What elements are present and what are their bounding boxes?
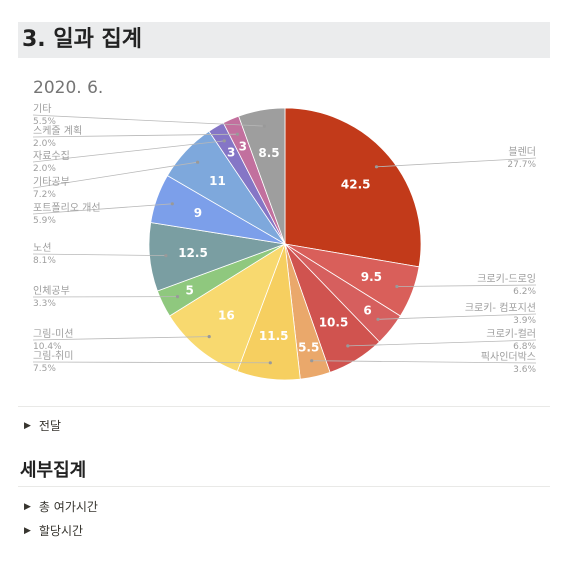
slice-value-label: 6 <box>363 304 371 318</box>
leader-dot <box>374 165 379 169</box>
toggle-total-leisure[interactable]: ▶ 총 여가시간 <box>24 498 98 515</box>
slice-value-label: 11 <box>209 174 226 188</box>
toggle-label: 전달 <box>38 419 62 433</box>
leader-dot <box>310 359 314 363</box>
leader-line <box>396 284 537 287</box>
slice-value-label: 12.5 <box>178 246 208 260</box>
slice-percent-label: 7.2% <box>33 190 56 200</box>
slice-value-label: 10.5 <box>319 316 349 330</box>
slice-category-label: 그림-취미 <box>33 350 73 362</box>
toggle-label: 할당시간 <box>38 524 84 538</box>
leader-dot <box>346 344 350 348</box>
leader-line <box>377 313 537 320</box>
triangle-right-icon[interactable]: ▶ <box>24 525 31 536</box>
section-heading: 3. 일과 집계 <box>18 22 550 58</box>
slice-percent-label: 8.1% <box>33 256 56 266</box>
slice-value-label: 9.5 <box>361 270 382 284</box>
leader-dot <box>262 124 266 128</box>
chart-title: 2020. 6. <box>33 78 104 98</box>
leader-line <box>32 161 198 189</box>
slice-category-label: 스케줄 계획 <box>33 125 82 137</box>
slice-percent-label: 5.5% <box>33 117 56 127</box>
slice-category-label: 그림-미션 <box>33 328 73 340</box>
toggle-transfer[interactable]: ▶ 전달 <box>24 417 61 434</box>
slice-value-label: 5.5 <box>298 340 319 354</box>
slice-category-label: 인체공부 <box>33 285 70 297</box>
leader-line <box>32 140 225 163</box>
slice-category-label: 크로키-드로잉 <box>477 273 536 285</box>
leader-dot <box>175 295 180 299</box>
leader-line <box>32 361 271 364</box>
slice-category-label: 노션 <box>33 242 51 254</box>
leader-line <box>32 336 210 341</box>
sub-heading: 세부집계 <box>20 460 87 481</box>
slice-value-label: 11.5 <box>259 329 289 343</box>
divider <box>18 486 550 487</box>
slice-percent-label: 27.7% <box>507 160 536 170</box>
leader-dot <box>235 132 239 136</box>
pie-slice <box>238 107 286 245</box>
slice-value-label: 8.5 <box>258 146 279 160</box>
leader-line <box>32 133 238 138</box>
leader-line <box>32 203 173 215</box>
leader-line <box>376 157 537 168</box>
toggle-label: 총 여가시간 <box>38 500 98 514</box>
slice-value-label: 5 <box>186 284 194 298</box>
slice-percent-label: 3.6% <box>513 365 536 375</box>
divider <box>18 406 550 407</box>
leader-dot <box>222 139 226 143</box>
pie-chart: 42.5 블렌더 27.7% 9.5 크로키-드로잉 6.2% 6 크로키- 컴포지션 3.9%… <box>18 70 550 400</box>
pie-slice <box>284 107 422 268</box>
slice-category-label: 기타 <box>33 103 51 115</box>
pie-chart-svg: 42.5 블렌더 27.7% 9.5 크로키-드로잉 6.2% 6 크로키- 컴포지션 3.9%… <box>32 103 537 381</box>
leader-line <box>32 253 166 256</box>
slice-percent-label: 6.2% <box>513 287 536 297</box>
slice-value-label: 9 <box>194 206 202 220</box>
leader-dot <box>376 317 380 321</box>
slice-category-label: 픽사인더박스 <box>481 351 536 363</box>
slice-percent-label: 5.9% <box>33 216 56 226</box>
leader-dot <box>207 335 211 339</box>
toggle-allocated-time[interactable]: ▶ 할당시간 <box>24 522 83 539</box>
pie-slice <box>169 243 286 372</box>
slice-category-label: 크로키-컬러 <box>486 327 536 340</box>
slice-percent-label: 10.4% <box>33 342 62 352</box>
leader-line <box>311 360 537 364</box>
slice-value-label: 3 <box>239 140 247 154</box>
slice-percent-label: 2.0% <box>33 164 56 174</box>
slice-category-label: 블렌더 <box>508 146 536 158</box>
slice-percent-label: 2.0% <box>33 139 56 149</box>
slice-value-label: 3 <box>227 146 235 160</box>
slice-category-label: 기타공부 <box>33 176 70 188</box>
leader-dot <box>196 160 200 164</box>
leader-dot <box>268 361 272 365</box>
slice-category-label: 크로키- 컴포지션 <box>465 302 536 314</box>
slice-category-label: 포트폴리오 개선 <box>33 202 101 214</box>
triangle-right-icon[interactable]: ▶ <box>24 501 31 512</box>
slice-percent-label: 7.5% <box>33 364 56 374</box>
slice-percent-label: 6.8% <box>513 342 536 352</box>
leader-line <box>32 114 265 127</box>
leader-line <box>347 339 537 347</box>
slice-percent-label: 3.3% <box>33 299 56 309</box>
leader-dot <box>164 254 168 258</box>
slice-value-label: 16 <box>218 309 235 323</box>
leader-dot <box>170 202 174 206</box>
slice-percent-label: 3.9% <box>513 316 536 326</box>
slice-value-label: 42.5 <box>341 177 371 191</box>
slice-category-label: 자료수집 <box>33 150 70 162</box>
leader-dot <box>395 284 399 289</box>
triangle-right-icon[interactable]: ▶ <box>24 420 31 431</box>
